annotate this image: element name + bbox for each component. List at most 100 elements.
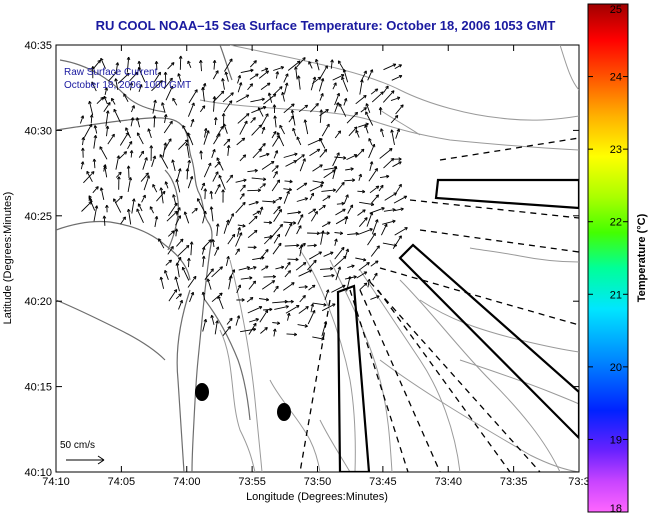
current-vector-head <box>246 266 250 268</box>
current-vector-head <box>396 128 400 132</box>
current-vector <box>187 60 192 68</box>
current-vector <box>319 65 328 80</box>
current-vector-head <box>390 157 394 160</box>
current-vector-head <box>269 220 273 224</box>
current-vector <box>143 175 150 191</box>
current-vector <box>292 128 297 137</box>
current-vector-head <box>325 289 329 293</box>
current-vector <box>176 238 184 247</box>
current-vector-head <box>273 131 277 134</box>
current-vector <box>164 114 167 123</box>
current-vector-head <box>241 193 245 196</box>
colorbar-tick-label: 25 <box>610 4 622 16</box>
current-vector-head <box>304 197 308 199</box>
current-vector-head <box>341 246 345 249</box>
current-vector <box>251 177 266 180</box>
current-vector <box>319 109 322 123</box>
current-vector-head <box>221 113 225 117</box>
current-vector <box>238 266 250 271</box>
current-vector-head <box>337 266 341 270</box>
current-vector <box>184 211 190 224</box>
current-vector <box>298 104 308 113</box>
current-vector-head <box>104 87 108 91</box>
current-vector-head <box>376 245 380 248</box>
y-axis-label: Latitude (Degrees:Minutes) <box>2 192 14 325</box>
current-vector-head <box>265 70 269 72</box>
current-vector-head <box>95 186 99 189</box>
current-vector <box>372 272 378 281</box>
current-vector-head <box>242 154 246 157</box>
current-vector-head <box>319 109 322 113</box>
current-vector-head <box>249 83 253 86</box>
current-vector <box>202 255 205 267</box>
current-vector-head <box>375 185 379 188</box>
current-vector <box>239 154 247 162</box>
current-vector-head <box>184 139 189 142</box>
station-marker <box>277 403 291 421</box>
current-vector <box>366 212 373 227</box>
current-vector <box>160 187 164 204</box>
current-vector <box>211 266 223 278</box>
current-vector-head <box>126 56 130 60</box>
current-vector <box>284 261 291 270</box>
current-vector <box>261 280 275 290</box>
current-vector-head <box>173 289 177 292</box>
current-vector <box>383 209 396 212</box>
current-vector <box>379 175 390 179</box>
current-vector <box>225 256 230 267</box>
current-vector <box>138 67 146 82</box>
current-vector <box>332 166 337 180</box>
current-vector-head <box>211 239 214 243</box>
current-vector <box>210 190 213 200</box>
current-vector-head <box>174 276 176 280</box>
current-vector <box>343 194 349 204</box>
current-vector-head <box>274 150 278 153</box>
current-vector-head <box>262 183 266 185</box>
current-vector <box>324 289 329 301</box>
current-vector <box>191 207 198 214</box>
current-vector-head <box>114 71 118 73</box>
current-vector-head <box>126 208 129 213</box>
current-vector-head <box>272 274 276 278</box>
current-vector <box>323 169 336 179</box>
current-vector <box>167 230 175 237</box>
current-vector-head <box>125 72 130 75</box>
current-vector-head <box>281 92 283 96</box>
current-vector <box>188 89 198 104</box>
current-vector <box>356 271 368 279</box>
current-vector-head <box>201 246 205 250</box>
current-vector <box>358 262 370 271</box>
current-vector <box>281 92 285 102</box>
current-vector-head <box>369 69 373 72</box>
current-vector <box>90 114 93 124</box>
current-vector-head <box>252 327 256 330</box>
current-vector-head <box>287 270 291 272</box>
current-vector-head <box>201 291 204 296</box>
current-vector <box>100 187 105 200</box>
current-vector-head <box>290 299 294 302</box>
current-vector <box>297 324 308 327</box>
current-vector-head <box>178 293 182 296</box>
current-vector <box>153 71 161 83</box>
current-vector <box>111 98 116 105</box>
current-vector-head <box>220 125 224 129</box>
current-vector <box>370 245 380 257</box>
current-vector <box>162 142 167 158</box>
current-vector-head <box>215 320 218 324</box>
current-vector <box>83 123 93 138</box>
current-vector <box>190 119 194 128</box>
current-vector-head <box>130 117 134 121</box>
current-vector-head <box>203 318 207 322</box>
current-vector <box>177 245 190 257</box>
current-vector <box>283 103 295 114</box>
current-vector <box>204 128 207 138</box>
x-tick-label: 73:40 <box>434 476 462 488</box>
current-vector <box>287 211 301 215</box>
current-vector <box>331 284 346 293</box>
current-vector-head <box>290 109 293 114</box>
current-vector-head <box>289 187 292 191</box>
current-vector-head <box>342 255 347 258</box>
current-vector-head <box>313 243 317 246</box>
current-vector <box>179 55 182 70</box>
current-vector-head <box>354 111 358 114</box>
